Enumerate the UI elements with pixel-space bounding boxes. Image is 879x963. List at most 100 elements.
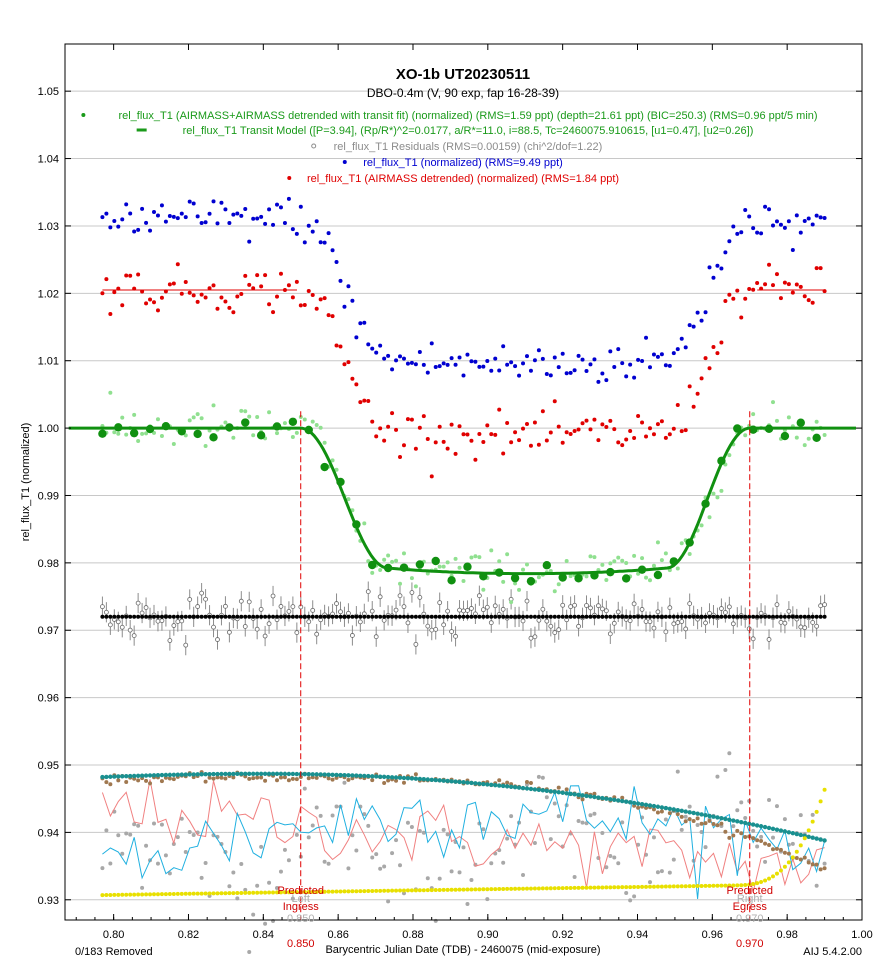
residual-zero-point (108, 614, 113, 619)
detrended-point (275, 431, 280, 436)
airmass-detrended-point (405, 417, 410, 422)
residual-zero-point (604, 614, 609, 619)
airmass-detrended-point (449, 422, 454, 427)
residual-zero-point (691, 614, 696, 619)
residuals-series (100, 581, 827, 656)
aux-teal-point (151, 773, 157, 778)
raw-point (659, 352, 664, 357)
raw-point (362, 320, 367, 325)
detrended-point (588, 554, 593, 559)
aux-yellow-point (493, 887, 498, 892)
airmass-detrended-point (687, 384, 692, 389)
aux-brown-point (401, 780, 406, 785)
raw-point (647, 365, 652, 370)
detrended-point (616, 555, 621, 560)
detrended-point (568, 574, 573, 579)
aux-brown-point (822, 866, 827, 871)
residual-point (588, 605, 593, 611)
aux-gray-point (584, 821, 589, 826)
residual-zero-point (798, 614, 803, 619)
residual-zero-point (707, 614, 712, 619)
aux-gray-point (600, 831, 605, 836)
aux-teal-point (247, 771, 252, 777)
binned-point (447, 576, 456, 585)
residual-point (528, 635, 534, 641)
raw-point (271, 222, 276, 227)
residual-point (199, 590, 205, 596)
detrended-point (802, 443, 807, 448)
residual-zero-point (767, 614, 772, 619)
detrended-point (390, 559, 395, 564)
aux-gray-point (727, 751, 732, 756)
aux-gray-point (286, 858, 291, 863)
aux-teal-point (453, 779, 458, 784)
aux-gray-point (366, 823, 371, 828)
residual-zero-point (358, 614, 363, 619)
aux-gray-point (663, 817, 668, 822)
airmass-detrended-point (394, 427, 399, 432)
residual-point (425, 623, 431, 629)
aux-yellow-point (786, 860, 791, 865)
aux-teal-point (818, 837, 823, 842)
residual-point (433, 626, 439, 632)
airmass-detrended-point (251, 286, 256, 291)
airmass-detrended-point (560, 440, 565, 445)
aux-yellow-point (362, 889, 367, 894)
detrended-point (743, 433, 748, 438)
raw-point (203, 220, 208, 225)
residual-zero-point (449, 614, 454, 619)
residual-point (401, 604, 407, 610)
residual-zero-point (390, 614, 395, 619)
residual-zero-point (171, 614, 176, 619)
residual-zero-point (163, 614, 168, 619)
raw-point (195, 214, 200, 219)
residual-zero-point (152, 614, 157, 619)
residual-point (437, 600, 443, 606)
raw-point (163, 219, 168, 224)
detrended-point (497, 559, 502, 564)
marker-ghost-tick: 0.850 (287, 913, 315, 925)
residual-point (258, 606, 264, 612)
aux-yellow-point (715, 883, 720, 888)
airmass-detrended-point (413, 446, 418, 451)
aux-teal-point (556, 790, 561, 795)
residual-zero-point (739, 614, 744, 619)
airmass-detrended-point (540, 409, 545, 414)
aux-brown-point (592, 791, 597, 796)
raw-point (199, 220, 204, 225)
aux-yellow-point (536, 886, 541, 891)
plot-frame (64, 43, 863, 921)
aux-gray-point (552, 801, 557, 806)
aux-yellow-point (378, 888, 383, 893)
aux-gray-point (187, 829, 192, 834)
aux-teal-point (814, 836, 819, 841)
aux-teal-point (401, 775, 407, 781)
aux-teal-point (536, 787, 542, 793)
aux-gray-point (425, 876, 430, 881)
aux-brown-point (215, 775, 220, 780)
raw-point (576, 353, 581, 358)
residual-zero-point (219, 614, 224, 619)
aux-teal-point (743, 820, 748, 826)
aux-brown-point (763, 841, 768, 846)
aux-yellow-point (778, 868, 783, 873)
detrended-point (711, 491, 716, 496)
detrended-point (663, 551, 668, 556)
airmass-detrended-point (382, 438, 387, 443)
aux-teal-point (500, 783, 506, 789)
raw-point (465, 352, 470, 357)
airmass-detrended-point (767, 262, 772, 267)
aux-brown-point (247, 776, 252, 781)
residual-zero-point (247, 614, 252, 619)
aux-gray-point (632, 894, 637, 899)
airmass-detrended-point (398, 455, 403, 460)
raw-point (207, 211, 212, 216)
aux-yellow-point (346, 889, 351, 894)
aux-yellow-point (675, 884, 680, 889)
aux-brown-point (683, 819, 688, 824)
detrended-point (624, 560, 629, 565)
aux-teal-point (663, 805, 669, 811)
aux-yellow-point (259, 890, 264, 895)
airmass-detrended-point (517, 438, 522, 443)
detrended-point (707, 515, 712, 520)
